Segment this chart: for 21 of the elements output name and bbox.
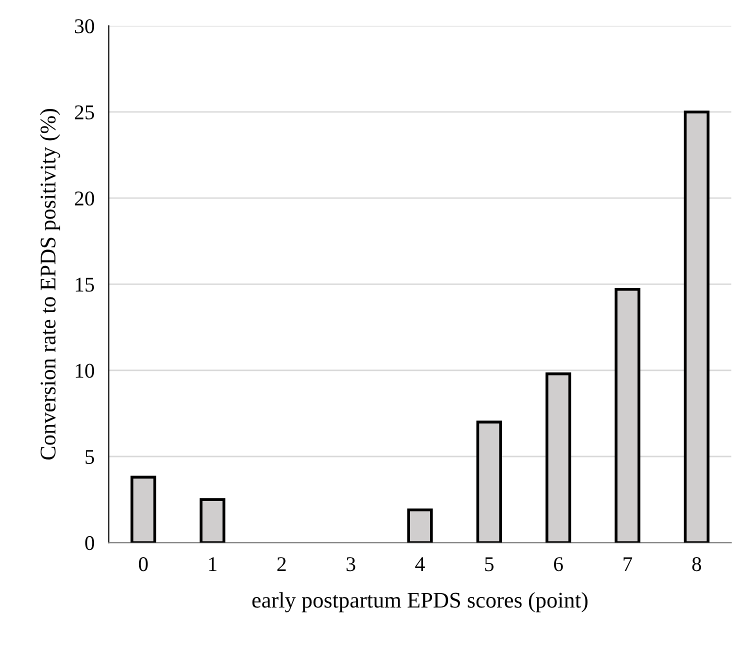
- y-tick-label: 5: [86, 450, 94, 464]
- x-tick-label: 0: [138, 557, 148, 572]
- bar: [407, 508, 433, 543]
- bar: [200, 498, 226, 543]
- x-axis-title: early postpartum EPDS scores (point): [252, 592, 588, 612]
- x-tick-label: 5: [485, 557, 494, 572]
- y-tick-label: 20: [74, 191, 94, 206]
- x-tick-label: 6: [554, 557, 563, 572]
- y-tick-label: 0: [85, 536, 94, 550]
- x-tick-label: 1: [209, 557, 216, 571]
- x-tick-label: 2: [277, 557, 286, 571]
- y-tick-label: 10: [76, 364, 94, 378]
- x-tick-label: 3: [346, 557, 356, 572]
- y-axis-title: Conversion rate to EPDS positivity (%): [40, 108, 60, 460]
- y-tick-label: 15: [76, 278, 94, 292]
- y-tick-label: 30: [75, 19, 94, 34]
- x-tick-label: 4: [415, 557, 425, 571]
- x-tick-label: 7: [624, 557, 632, 571]
- x-tick-label: 8: [692, 557, 702, 572]
- y-tick-label: 25: [74, 105, 94, 120]
- bar: [130, 476, 156, 543]
